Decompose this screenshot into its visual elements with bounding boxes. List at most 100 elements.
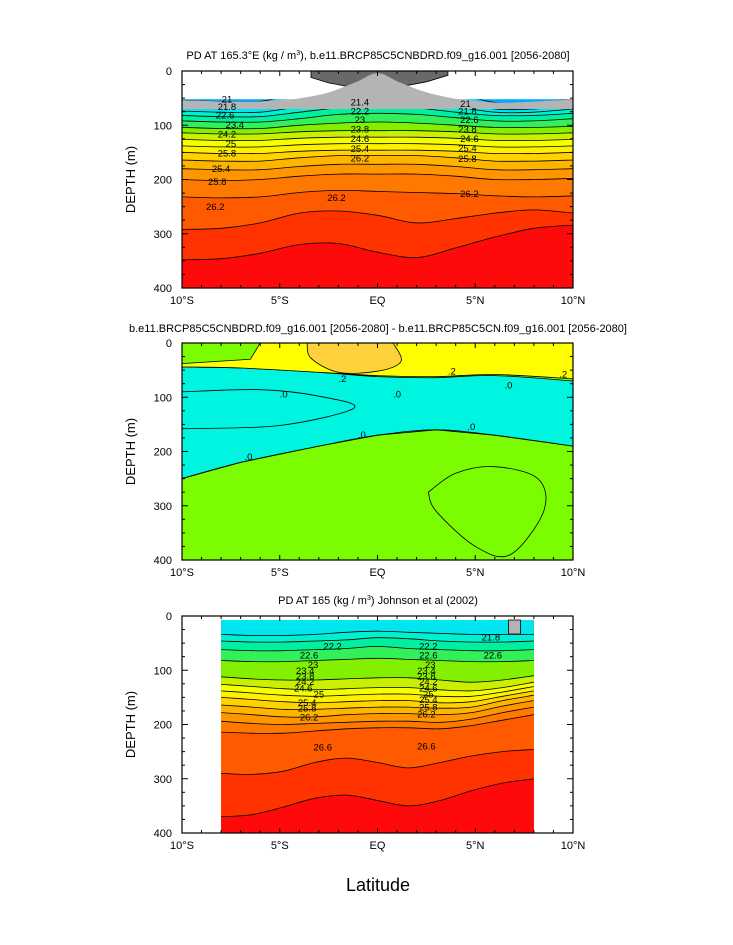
contour-label: 25.4 [212, 164, 231, 175]
fill-band [182, 225, 573, 288]
contour-label: 26.2 [351, 154, 370, 165]
contour-label: 26.2 [300, 713, 319, 724]
contour-label: 21 [222, 94, 233, 105]
y-axis-title: DEPTH (m) [123, 691, 138, 758]
contour-fills [182, 71, 573, 288]
contour-line [182, 136, 573, 142]
y-tick-label: 300 [154, 774, 172, 786]
y-tick-label: 0 [166, 66, 172, 78]
contour-line [221, 675, 534, 683]
contour-line [221, 686, 534, 698]
contour-label: 21 [460, 99, 471, 110]
contour-line [182, 155, 573, 162]
contour-label: 21.8 [218, 102, 237, 113]
contour-label: 25.8 [298, 703, 317, 714]
contour-line [221, 749, 534, 775]
y-tick-label: 300 [154, 229, 172, 241]
y-tick-label: 200 [154, 720, 172, 732]
contour-label: 26.6 [417, 741, 436, 752]
contour-line [221, 681, 534, 692]
contour-label: .0 [505, 381, 513, 392]
contour-label: 25 [226, 139, 237, 150]
panel-density-difference: b.e11.BRCP85C5CNBDRD.f09_g16.001 [2056-2… [123, 323, 627, 579]
contour-label: 26.2 [206, 202, 225, 213]
contour-label: 23.8 [296, 671, 315, 682]
contour-label: 21.8 [482, 632, 501, 643]
contour-label: 25.8 [458, 154, 477, 165]
contour-label: 26.2 [417, 709, 436, 720]
contour-line [182, 130, 573, 135]
contour-label: 22.6 [216, 111, 235, 122]
x-tick-label: 5°S [271, 295, 289, 307]
x-tick-label: 5°N [466, 295, 485, 307]
contour-label: 23.8 [417, 671, 436, 682]
contour-label: 23 [425, 660, 436, 671]
fill-band [306, 343, 402, 374]
contour-line [221, 700, 534, 718]
contour-line [182, 189, 573, 199]
x-tick-label: EQ [370, 295, 386, 307]
difference-fills [182, 343, 573, 560]
y-tick-label: 400 [154, 555, 172, 567]
y-tick-label: 100 [154, 120, 172, 132]
x-tick-label: 5°S [271, 840, 289, 852]
y-tick-label: 200 [154, 447, 172, 459]
contour-label: 26.2 [460, 189, 479, 200]
contour-label: .0 [280, 389, 288, 400]
panel-1-title: PD AT 165.3°E (kg / m3), b.e11.BRCP85C5C… [186, 50, 569, 62]
y-axis-title: DEPTH (m) [123, 146, 138, 213]
contour-label: 22.6 [484, 650, 503, 661]
contour-label: 22.2 [323, 642, 342, 653]
contour-fills [221, 616, 534, 833]
x-tick-label: 10°S [170, 567, 194, 579]
panel-density-model: PD AT 165.3°E (kg / m3), b.e11.BRCP85C5C… [123, 50, 585, 307]
contour-line [221, 657, 534, 663]
y-tick-label: 400 [154, 283, 172, 295]
contour-label: 25 [314, 689, 325, 700]
contour-label: 25.8 [218, 149, 237, 160]
contour-line [182, 429, 573, 479]
contour-label: 25.4 [458, 143, 477, 154]
contour-label: 21.8 [458, 106, 477, 117]
x-tick-label: EQ [370, 567, 386, 579]
x-tick-label: 10°N [561, 295, 586, 307]
contour-label: 25.8 [419, 702, 438, 713]
contour-label: 23 [355, 115, 366, 126]
y-tick-label: 300 [154, 501, 172, 513]
fill-band [427, 466, 547, 558]
contour-line [182, 163, 573, 171]
contour-line [182, 389, 356, 430]
contour-label: 25.8 [208, 177, 227, 188]
contour-label: 25 [423, 689, 434, 700]
contour-label: 23.8 [351, 124, 370, 135]
contour-label: 24.6 [460, 134, 479, 145]
x-tick-label: 5°N [466, 840, 485, 852]
y-tick-label: 0 [166, 338, 172, 350]
x-axis-title: Latitude [346, 875, 410, 895]
fill-band [182, 343, 261, 365]
contour-line [221, 630, 534, 637]
contour-line [221, 637, 534, 643]
y-tick-label: 0 [166, 611, 172, 623]
contour-line [221, 778, 534, 818]
contour-line [221, 690, 534, 704]
surface-shading [508, 619, 521, 635]
x-tick-label: 5°N [466, 567, 485, 579]
contour-label: .0 [358, 430, 366, 441]
contour-label: 23.8 [458, 124, 477, 135]
contour-line [221, 714, 534, 734]
y-axis-title: DEPTH (m) [123, 418, 138, 485]
y-tick-label: 100 [154, 392, 172, 404]
y-tick-label: 400 [154, 828, 172, 840]
contour-label: 24.6 [351, 134, 370, 145]
contour-label: 21.4 [351, 98, 370, 109]
x-tick-label: 10°S [170, 840, 194, 852]
contour-label: 23 [308, 660, 319, 671]
contour-label: .0 [393, 389, 401, 400]
contour-line [221, 694, 534, 710]
x-tick-label: 5°S [271, 567, 289, 579]
contour-line [221, 706, 534, 725]
contour-label: 25.4 [351, 144, 370, 155]
contour-label: .0 [467, 422, 475, 433]
